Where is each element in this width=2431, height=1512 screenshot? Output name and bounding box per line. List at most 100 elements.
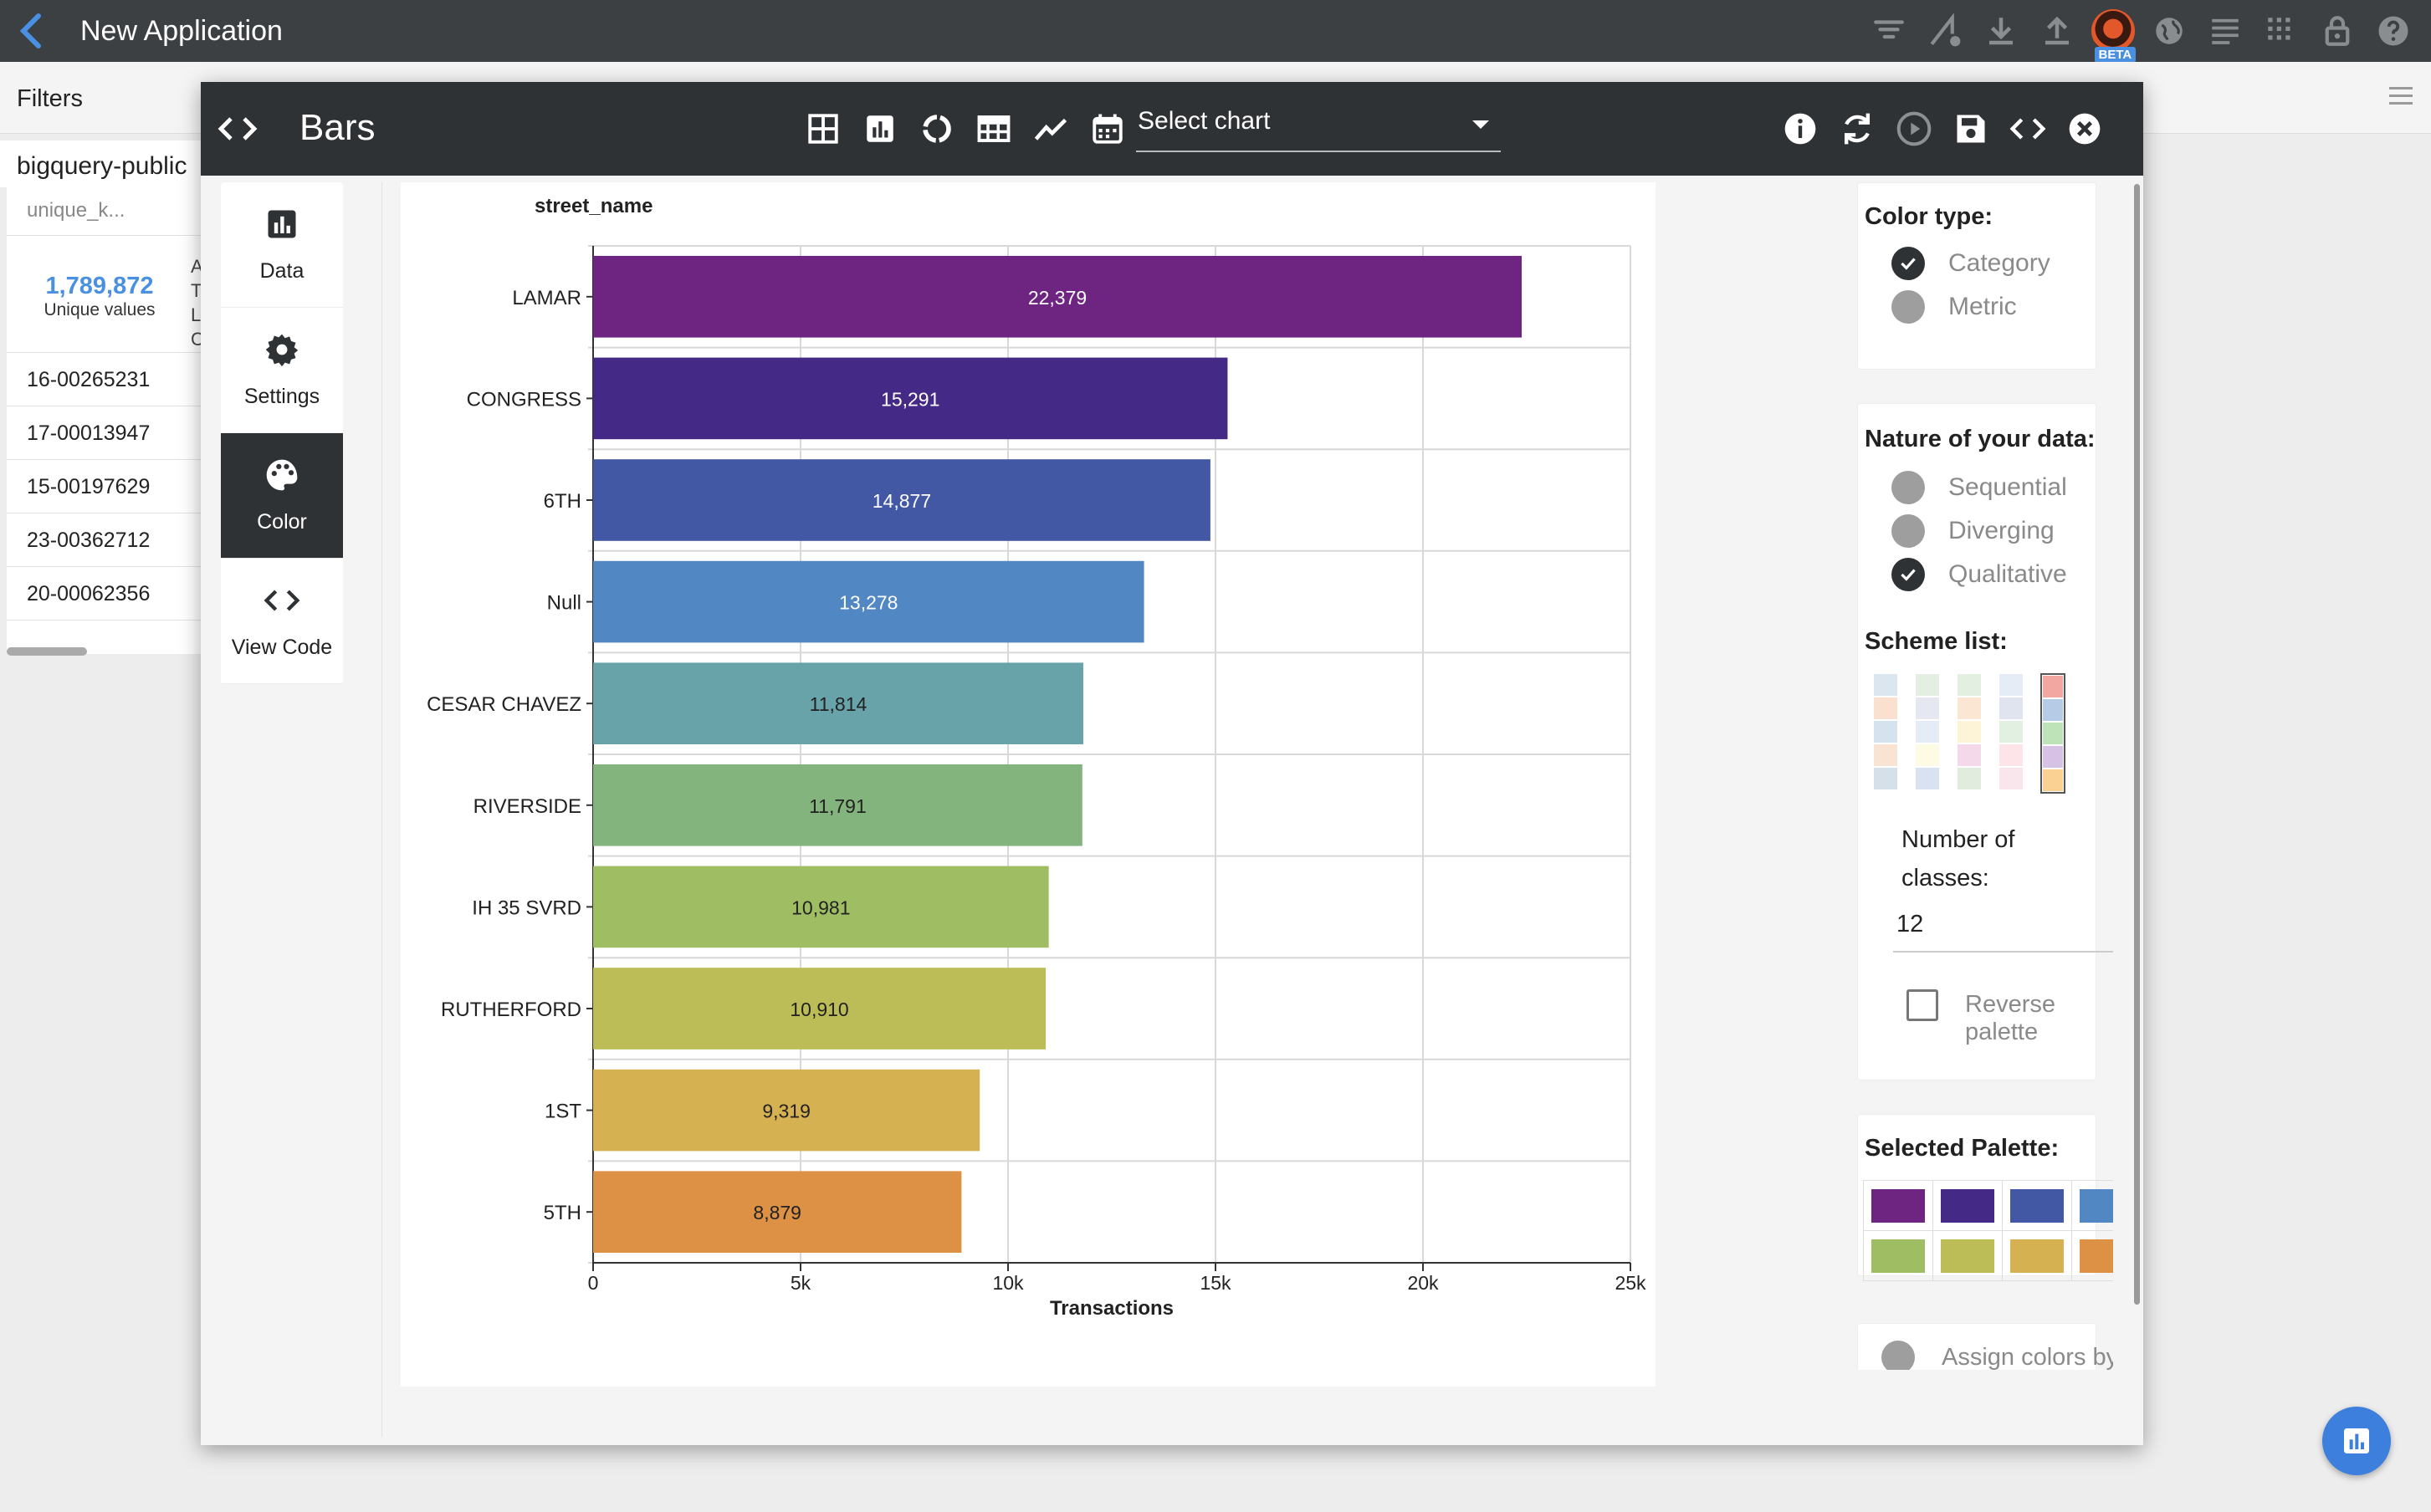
palette-cell[interactable] [2072,1231,2113,1281]
filters-label[interactable]: Filters [17,85,83,112]
radio-category[interactable]: Category [1891,242,2050,285]
palette-swatch [2080,1188,2113,1223]
x-tick-label: 20k [1407,1272,1439,1294]
bar-chart-button[interactable] [852,107,908,151]
scheme-swatch [1999,697,2024,720]
scheme-option[interactable] [1915,673,1940,790]
radio-unchecked-icon [1891,290,1925,324]
palette-cell[interactable] [2072,1181,2113,1231]
table-row[interactable]: 17-00013947 [7,406,207,460]
header-toolbar: BETA [1860,0,2421,63]
table-chart-button[interactable] [965,107,1022,151]
user-menu[interactable]: BETA [2085,0,2141,63]
y-tick-label: CONGRESS [467,388,581,411]
table-row[interactable]: 23-00362712 [7,513,207,567]
radio-label: Metric [1948,293,2017,320]
grid-chart-button[interactable] [795,107,852,151]
radio-metric[interactable]: Metric [1891,285,2050,329]
upload-button[interactable] [2029,0,2085,62]
help-button[interactable] [2365,0,2421,62]
y-tick-label: RIVERSIDE [473,795,581,818]
tab-color-label: Color [257,510,307,534]
run-button[interactable] [1886,105,1942,152]
palette-cell[interactable] [1864,1181,1933,1231]
palette-cell[interactable] [1933,1231,2003,1281]
scheme-swatch [1873,720,1898,743]
tab-settings[interactable]: Settings [221,308,343,433]
scheme-option[interactable] [1873,673,1898,790]
scheme-swatch [1957,743,1982,767]
palette-cell[interactable] [1933,1181,2003,1231]
palette-config-card: Nature of your data: Sequential Divergin… [1857,403,2113,1080]
radio-diverging[interactable]: Diverging [1891,509,2067,553]
view-code-button[interactable] [1999,105,2056,152]
tab-view-code[interactable]: View Code [221,559,343,684]
close-button[interactable] [2056,105,2113,152]
save-button[interactable] [1942,105,1999,152]
chart-title: street_name [535,195,653,217]
table-row[interactable]: 15-00197629 [7,460,207,513]
globe-button[interactable] [2141,0,2197,62]
color-settings-panel: Color type: Category Metric Nature of yo… [1857,182,2113,1370]
calendar-chart-button[interactable] [1079,107,1136,151]
palette-cell[interactable] [1864,1231,1933,1281]
radio-label: Category [1948,249,2050,277]
filter-button[interactable] [1860,0,1917,62]
reverse-checkbox[interactable] [1906,989,1938,1021]
scheme-option[interactable] [1999,673,2024,790]
refresh-button[interactable] [1829,105,1886,152]
vertical-scrollbar[interactable] [2134,184,2140,1305]
scheme-swatch [1873,767,1898,790]
unique-count: 1,789,872 [45,273,154,299]
column-header[interactable]: unique_k... [7,186,207,236]
menu-icon[interactable] [2389,87,2413,110]
reverse-label: Reverse palette [1965,991,2055,1045]
assign-toggle[interactable] [1881,1341,1915,1370]
radio-qualitative[interactable]: Qualitative [1891,553,2067,596]
avatar: BETA [2091,9,2137,63]
tab-data[interactable]: Data [221,182,343,308]
horizontal-scrollbar[interactable] [7,647,87,656]
table-row[interactable]: 16-00265231 [7,353,207,406]
donut-chart-button[interactable] [908,107,965,151]
scheme-swatch [1957,697,1982,720]
filter-settings-button[interactable] [1917,0,1973,62]
back-button[interactable] [0,0,62,62]
datasource-tab[interactable]: bigquery-public [0,140,209,187]
chart-fab-button[interactable] [2322,1407,2391,1475]
radio-unchecked-icon [1891,514,1925,548]
code-icon [2009,118,2046,140]
nature-title: Nature of your data: [1865,426,2096,452]
select-chart-dropdown[interactable]: Select chart [1136,100,1501,152]
chevron-left-icon [19,13,41,49]
unique-label: Unique values [44,300,156,319]
calendar-icon [1093,114,1123,144]
bar [593,560,1144,643]
palette-swatch [2010,1239,2064,1273]
code-icon [218,117,258,140]
list-button[interactable] [2197,0,2253,62]
y-tick-label: IH 35 SVRD [472,896,581,919]
palette-cell[interactable] [2003,1231,2072,1281]
scheme-option[interactable] [2040,673,2065,794]
classes-select[interactable]: 12 [1893,901,2113,953]
data-table: unique_k... 1,789,872 Unique values A T … [7,186,207,654]
lock-button[interactable] [2309,0,2365,62]
radio-checked-icon [1891,247,1925,280]
info-button[interactable] [1772,105,1829,152]
code-toggle-button[interactable] [218,109,258,149]
x-tick-label: 15k [1200,1272,1231,1294]
download-button[interactable] [1973,0,2029,62]
table-row[interactable]: 20-00062356 [7,567,207,621]
grid-button[interactable] [2253,0,2309,62]
y-tick-label: Null [547,592,581,615]
line-chart-button[interactable] [1022,107,1079,151]
data-label: 13,278 [839,592,898,614]
scheme-option[interactable] [1957,673,1982,790]
palette-cell[interactable] [2003,1181,2072,1231]
chart-panel: street_name Transactions 0 5k 10k 15k 20k 25k LA… [381,182,1839,1437]
tab-color[interactable]: Color [221,433,343,559]
radio-sequential[interactable]: Sequential [1891,466,2067,509]
palette-swatch [2010,1188,2064,1223]
scheme-swatch [1999,720,2024,743]
